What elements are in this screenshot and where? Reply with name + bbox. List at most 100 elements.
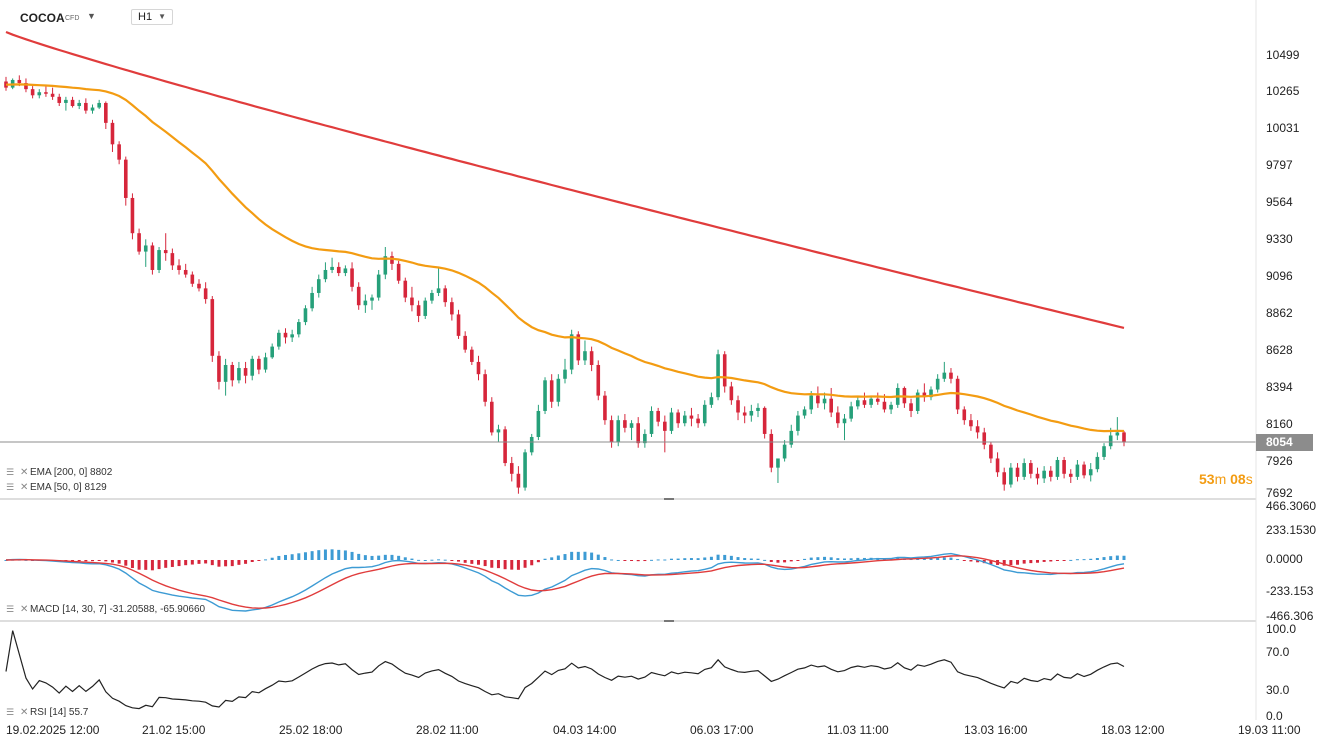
macd-histogram-bar <box>603 557 607 560</box>
time-axis-label: 13.03 16:00 <box>964 723 1028 737</box>
candle-body <box>862 400 867 405</box>
candle-body <box>90 107 95 111</box>
candle-body <box>869 398 873 405</box>
macd-histogram-bar <box>383 554 387 560</box>
macd-histogram-bar <box>763 559 767 561</box>
macd-histogram-bar <box>397 555 401 560</box>
macd-histogram-bar <box>543 558 547 560</box>
macd-histogram-bar <box>969 560 973 562</box>
macd-axis-label: -233.153 <box>1266 584 1314 598</box>
settings-icon[interactable]: ☰ <box>6 467 15 477</box>
candle-body <box>396 263 401 281</box>
macd-histogram-bar <box>630 560 634 561</box>
time-axis-label: 28.02 11:00 <box>416 723 479 737</box>
macd-histogram-bar <box>623 560 627 561</box>
macd-histogram-bar <box>736 557 740 560</box>
rsi-axis-label: 100.0 <box>1266 622 1297 636</box>
candle-body <box>383 256 388 275</box>
macd-histogram-bar <box>150 560 154 571</box>
macd-histogram-bar <box>124 560 128 566</box>
candle-body <box>623 420 627 428</box>
symbol-dropdown-icon[interactable]: ▼ <box>87 11 96 21</box>
candle-body <box>569 334 574 370</box>
close-icon[interactable]: ✕ <box>20 467 29 478</box>
macd-histogram-bar <box>616 559 620 561</box>
close-icon[interactable]: ✕ <box>20 482 29 493</box>
settings-icon[interactable]: ☰ <box>6 604 15 614</box>
macd-histogram-bar <box>550 557 554 560</box>
macd-histogram-bar <box>836 558 840 560</box>
macd-histogram-bar <box>457 560 461 562</box>
candle-body <box>1095 456 1100 470</box>
candle-body <box>856 400 860 407</box>
candle-body <box>243 368 248 376</box>
macd-histogram-bar <box>929 558 933 560</box>
price-axis-label: 7926 <box>1266 454 1293 468</box>
candle-body <box>64 99 68 103</box>
price-axis-label: 8394 <box>1266 380 1293 394</box>
macd-histogram-bar <box>104 560 108 562</box>
legend-macd[interactable]: ☰ ✕ MACD [14, 30, 7] -31.20588, -65.90660 <box>6 604 205 615</box>
macd-histogram-bar <box>816 557 820 560</box>
candle-body <box>809 395 814 410</box>
candle-countdown: 53m 08s <box>1199 471 1253 487</box>
macd-histogram-bar <box>164 560 168 568</box>
close-icon[interactable]: ✕ <box>20 707 29 718</box>
candle-body <box>796 415 800 431</box>
candle-body <box>1062 459 1066 474</box>
macd-histogram-bar <box>962 560 966 561</box>
macd-histogram-bar <box>476 560 480 565</box>
macd-histogram-bar <box>71 560 75 562</box>
macd-histogram-bar <box>729 555 733 560</box>
macd-histogram-bar <box>796 560 800 561</box>
chart-toolbar: COCOA CFD ▼ H1 ▼ <box>0 0 1250 32</box>
macd-axis-label: 466.3060 <box>1266 499 1317 513</box>
macd-histogram-bar <box>1122 555 1126 560</box>
macd-histogram-bar <box>483 560 487 567</box>
candle-body <box>1015 467 1020 477</box>
macd-histogram-bar <box>170 560 174 567</box>
macd-histogram-bar <box>290 554 294 560</box>
candle-body <box>104 102 108 123</box>
candle-body <box>689 415 694 419</box>
macd-histogram-bar <box>450 560 454 561</box>
macd-histogram-bar <box>1042 560 1046 562</box>
candle-body <box>123 159 128 198</box>
candle-body <box>1088 469 1093 476</box>
legend-rsi[interactable]: ☰ ✕ RSI [14] 55.7 <box>6 707 88 718</box>
candle-body <box>143 245 148 252</box>
timeframe-select[interactable]: H1 ▼ <box>131 9 173 25</box>
settings-icon[interactable]: ☰ <box>6 482 15 492</box>
macd-histogram-bar <box>803 558 807 560</box>
macd-histogram-bar <box>370 555 374 560</box>
macd-histogram-bar <box>470 560 474 564</box>
legend-ema200[interactable]: ☰ ✕ EMA [200, 0] 8802 <box>6 467 112 478</box>
symbol-name[interactable]: COCOA <box>20 11 65 25</box>
candles <box>4 75 1126 494</box>
candle-body <box>363 300 368 306</box>
macd-histogram-bar <box>217 560 221 567</box>
candle-body <box>30 89 35 96</box>
macd-histogram-bar <box>829 557 833 560</box>
macd-histogram-bar <box>942 557 946 560</box>
legend-macd-text: MACD [14, 30, 7] -31.20588, -65.90660 <box>30 604 206 615</box>
candle-body <box>816 395 820 404</box>
macd-histogram-bar <box>523 560 527 568</box>
macd-histogram-bar <box>1055 560 1059 561</box>
candle-body <box>536 410 541 438</box>
candle-body <box>277 332 281 347</box>
candle-body <box>350 268 354 287</box>
price-axis-label: 9564 <box>1266 195 1293 209</box>
legend-ema200-text: EMA [200, 0] 8802 <box>30 467 113 478</box>
candle-body <box>496 429 501 433</box>
close-icon[interactable]: ✕ <box>20 604 29 615</box>
legend-ema50[interactable]: ☰ ✕ EMA [50, 0] 8129 <box>6 482 107 493</box>
macd-histogram-bar <box>377 555 381 560</box>
macd-histogram-bar <box>1082 559 1086 561</box>
candle-body <box>975 426 980 433</box>
macd-histogram-bar <box>204 560 208 564</box>
countdown-minutes: 53 <box>1199 471 1215 487</box>
settings-icon[interactable]: ☰ <box>6 707 15 717</box>
macd-histogram-bar <box>809 557 813 560</box>
